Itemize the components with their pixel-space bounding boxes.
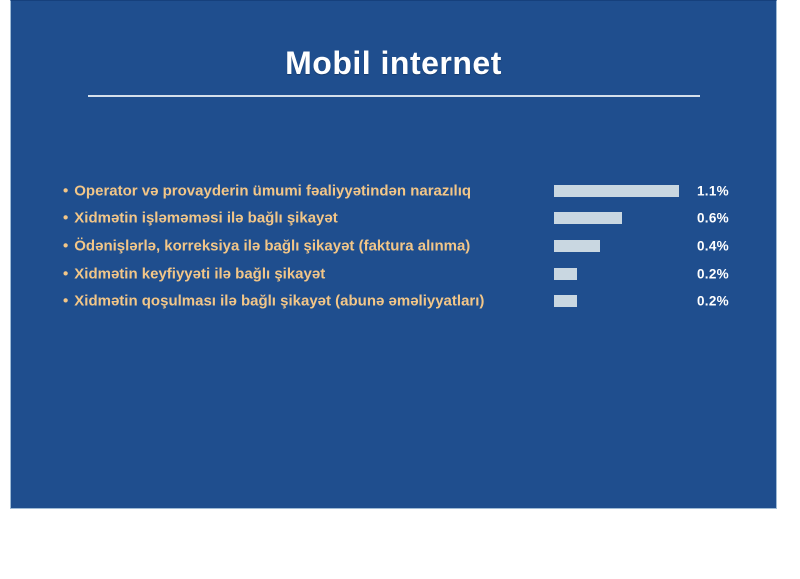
category-text: Operator və provayderin ümumi fəaliyyəti… (74, 182, 472, 200)
bar (554, 267, 577, 280)
category-text: Xidmətin qoşulması ilə bağlı şikayət (ab… (74, 292, 485, 310)
bar (554, 239, 600, 252)
title-divider (87, 95, 700, 97)
bullet-icon: • (63, 182, 69, 200)
category-text: Ödənişlərlə, korreksiya ilə bağlı şikayə… (74, 237, 471, 255)
category-label: • Xidmətin qoşulması ilə bağlı şikayət (a… (63, 293, 484, 310)
chart-row: • Xidmətin qoşulması ilə bağlı şikayət (a… (11, 287, 776, 315)
category-label: • Xidmətin işləməməsi ilə bağlı şikayət (63, 210, 338, 227)
value-label: 0.6% (697, 210, 729, 226)
slide-title: Mobil internet (285, 45, 502, 81)
slide-panel: Mobil internet • Operator və provayderin … (10, 0, 777, 509)
chart-row: • Operator və provayderin ümumi fəaliyyət… (11, 177, 776, 205)
value-label: 0.4% (697, 238, 729, 254)
bar-chart: • Operator və provayderin ümumi fəaliyyət… (11, 177, 776, 315)
bar (554, 212, 623, 225)
value-label: 0.2% (697, 266, 729, 282)
value-label: 1.1% (697, 183, 729, 199)
bar (554, 295, 577, 308)
category-label: • Ödənişlərlə, korreksiya ilə bağlı şikay… (63, 237, 470, 254)
chart-row: • Ödənişlərlə, korreksiya ilə bağlı şikay… (11, 232, 776, 260)
chart-row: • Xidmətin keyfiyyəti ilə bağlı şikayət 0.… (11, 260, 776, 288)
value-label: 0.2% (697, 293, 729, 309)
bullet-icon: • (63, 265, 69, 283)
bar (554, 184, 679, 197)
bullet-icon: • (63, 209, 69, 227)
category-text: Xidmətin keyfiyyəti ilə bağlı şikayət (74, 265, 326, 283)
chart-row: • Xidmətin işləməməsi ilə bağlı şikayət 0.… (11, 205, 776, 233)
category-text: Xidmətin işləməməsi ilə bağlı şikayət (74, 209, 338, 227)
bullet-icon: • (63, 237, 69, 255)
category-label: • Operator və provayderin ümumi fəaliyyət… (63, 182, 471, 199)
category-label: • Xidmətin keyfiyyəti ilə bağlı şikayət (63, 265, 325, 282)
bullet-icon: • (63, 292, 69, 310)
